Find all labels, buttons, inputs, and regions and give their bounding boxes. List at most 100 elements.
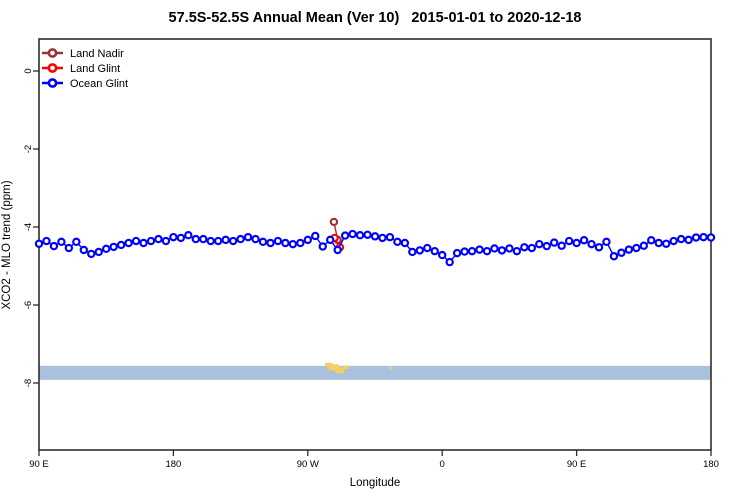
ocean-glint-point — [206, 236, 215, 246]
land-mark — [389, 366, 393, 370]
ocean-glint-point — [438, 250, 447, 260]
ocean-glint-point — [57, 237, 66, 247]
ocean-glint-point — [393, 237, 402, 247]
x-tick-label: 90 W — [297, 459, 319, 470]
ocean-glint-point — [684, 235, 693, 245]
y-axis-title: XCO2 - MLO trend (ppm) — [1, 180, 13, 309]
ocean-glint-point — [236, 234, 245, 244]
ocean-glint-point — [564, 236, 574, 246]
ocean-glint-point — [281, 238, 290, 248]
ocean-glint-point — [676, 234, 686, 244]
ocean-glint-marker-icon — [47, 78, 58, 88]
ocean-glint-point — [228, 236, 238, 246]
ocean-glint-point — [288, 239, 298, 249]
ocean-glint-point — [691, 233, 701, 242]
ocean-glint-point — [639, 241, 649, 250]
data-series — [34, 217, 716, 267]
ocean-glint-point — [87, 249, 96, 259]
y-tick-label: -8 — [23, 379, 34, 387]
ocean-band — [39, 365, 711, 380]
ocean-glint-point — [184, 230, 193, 240]
y-tick-label: -6 — [23, 301, 34, 309]
ocean-glint-point — [550, 238, 559, 247]
ocean-glint-point — [131, 236, 141, 246]
ocean-land-map-strip — [39, 362, 711, 380]
ocean-glint-point — [191, 234, 200, 244]
legend: Land Nadir Land Glint Ocean Glint — [42, 48, 128, 90]
legend-item-land-nadir: Land Nadir — [42, 48, 124, 60]
x-tick-label: 180 — [703, 459, 719, 470]
land-mark — [343, 365, 349, 369]
ocean-glint-point — [662, 239, 671, 248]
ocean-glint-point — [326, 235, 335, 245]
ocean-glint-point — [467, 246, 477, 256]
ocean-glint-point — [221, 235, 230, 245]
x-tick-label: 0 — [440, 459, 445, 470]
legend-item-ocean-glint: Ocean Glint — [42, 78, 128, 90]
ocean-glint-point — [101, 244, 111, 254]
ocean-glint-point — [490, 244, 499, 253]
ocean-glint-point — [154, 234, 163, 244]
ocean-glint-point — [482, 246, 492, 256]
ocean-glint-point — [527, 243, 537, 253]
ocean-glint-point — [355, 230, 365, 240]
land-nadir-point — [329, 217, 339, 227]
ocean-glint-point — [94, 247, 103, 257]
ocean-glint-point — [475, 245, 484, 254]
ocean-glint-point — [430, 246, 439, 256]
ocean-glint-point — [452, 248, 462, 258]
x-tick-label: 90 E — [29, 459, 49, 470]
ocean-glint-point — [109, 242, 118, 252]
x-axis: 90 E 180 90 W 0 90 E 180 — [29, 450, 719, 470]
ocean-glint-point — [378, 233, 387, 243]
chart-title: 57.5S-52.5S Annual Mean (Ver 10) 2015-01… — [169, 10, 582, 26]
ocean-glint-point — [602, 237, 611, 247]
ocean-glint-point — [49, 241, 59, 251]
ocean-glint-point — [146, 236, 156, 246]
land-nadir-marker-icon — [47, 48, 58, 58]
ocean-glint-point — [258, 237, 268, 247]
ocean-glint-point — [72, 237, 81, 247]
land-glint-marker-icon — [47, 63, 58, 73]
ocean-glint-point — [587, 239, 596, 249]
ocean-glint-point — [176, 233, 186, 243]
ocean-glint-point — [42, 236, 51, 246]
ocean-glint-point — [654, 238, 663, 248]
ocean-glint-point — [408, 247, 417, 257]
ocean-glint-point — [647, 236, 656, 245]
ocean-glint-point — [520, 243, 529, 252]
ocean-glint-point — [624, 245, 634, 254]
y-tick-label: -4 — [23, 223, 34, 231]
ocean-glint-point — [669, 236, 678, 246]
ocean-glint-point — [535, 239, 544, 249]
land-mark — [335, 367, 345, 374]
ocean-glint-point — [423, 243, 432, 253]
ocean-glint-point — [385, 232, 395, 242]
ocean-glint-point — [557, 241, 566, 250]
ocean-glint-point — [303, 235, 312, 245]
ocean-glint-point — [460, 247, 469, 256]
ocean-glint-point — [699, 232, 708, 242]
x-axis-title: Longitude — [350, 477, 401, 489]
ocean-glint-point — [34, 239, 44, 248]
legend-label: Ocean Glint — [70, 78, 128, 90]
y-tick-label: 0 — [23, 68, 34, 73]
ocean-glint-point — [64, 243, 74, 253]
legend-label: Land Glint — [70, 63, 120, 75]
ocean-glint-point — [251, 234, 260, 244]
ocean-glint-point — [340, 231, 350, 240]
ocean-glint-point — [311, 231, 320, 241]
land-mark — [328, 364, 340, 371]
ocean-glint-point — [116, 240, 126, 250]
ocean-glint-point — [363, 230, 372, 239]
ocean-glint-point — [124, 238, 133, 248]
x-tick-label: 180 — [165, 459, 181, 470]
ocean-glint-point — [139, 238, 148, 248]
ocean-glint-point — [632, 243, 641, 253]
ocean-glint-point — [579, 236, 589, 245]
legend-item-land-glint: Land Glint — [42, 63, 120, 75]
ocean-glint-point — [243, 232, 253, 242]
legend-label: Land Nadir — [70, 48, 124, 60]
ocean-glint-point — [445, 257, 454, 267]
